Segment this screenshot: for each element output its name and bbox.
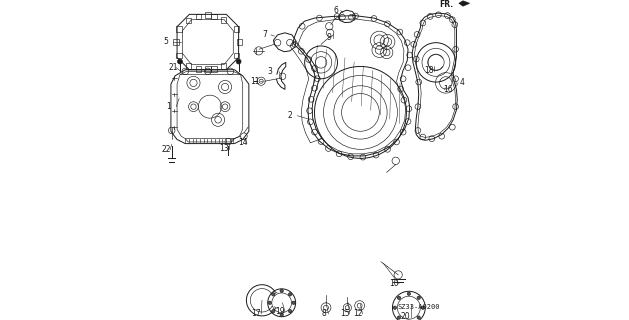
Bar [174,39,179,45]
Text: 10: 10 [389,279,399,288]
Text: 11: 11 [250,77,259,86]
Text: 22: 22 [161,145,170,154]
Circle shape [280,313,283,316]
Circle shape [421,306,425,309]
Circle shape [407,292,411,295]
Circle shape [289,309,292,313]
Circle shape [398,316,401,319]
Circle shape [177,59,182,64]
Circle shape [398,296,401,300]
Bar [221,63,226,68]
Text: 8: 8 [321,309,326,318]
Bar [234,52,240,58]
Bar [205,67,211,72]
Circle shape [268,301,272,304]
Circle shape [292,301,295,304]
Text: 17: 17 [252,309,261,318]
Bar [196,13,201,19]
Text: 9: 9 [326,33,331,42]
Bar [211,66,217,72]
Bar [234,26,240,32]
Circle shape [236,59,241,64]
Circle shape [417,316,420,319]
Text: 12: 12 [353,309,362,318]
Text: 3: 3 [268,67,272,76]
Text: 20: 20 [401,312,410,320]
Bar [196,66,201,72]
Text: 2: 2 [287,111,292,120]
Text: 16: 16 [443,85,453,94]
Text: 13: 13 [220,144,229,153]
Polygon shape [459,1,470,6]
Circle shape [289,293,292,296]
Circle shape [272,309,275,313]
Text: 5: 5 [164,37,169,46]
Text: 21: 21 [168,63,178,72]
Text: 19: 19 [276,307,285,316]
Circle shape [280,289,283,292]
Bar [186,18,191,23]
Text: 14: 14 [238,138,248,147]
Text: FR.: FR. [439,0,453,9]
Circle shape [417,296,420,300]
Text: 15: 15 [340,309,350,318]
Circle shape [272,293,275,296]
Text: SZ33-A0200: SZ33-A0200 [398,304,440,310]
Text: 4: 4 [460,78,465,87]
Text: 7: 7 [262,30,267,39]
Circle shape [393,306,396,309]
Text: 6: 6 [333,6,338,15]
Bar [221,17,226,23]
Text: 18: 18 [425,66,434,75]
Bar [176,26,182,32]
Bar [186,63,191,68]
Bar [205,12,211,18]
Bar [176,52,182,58]
Text: 1: 1 [167,102,171,111]
Bar [237,39,242,45]
Bar [211,13,217,19]
